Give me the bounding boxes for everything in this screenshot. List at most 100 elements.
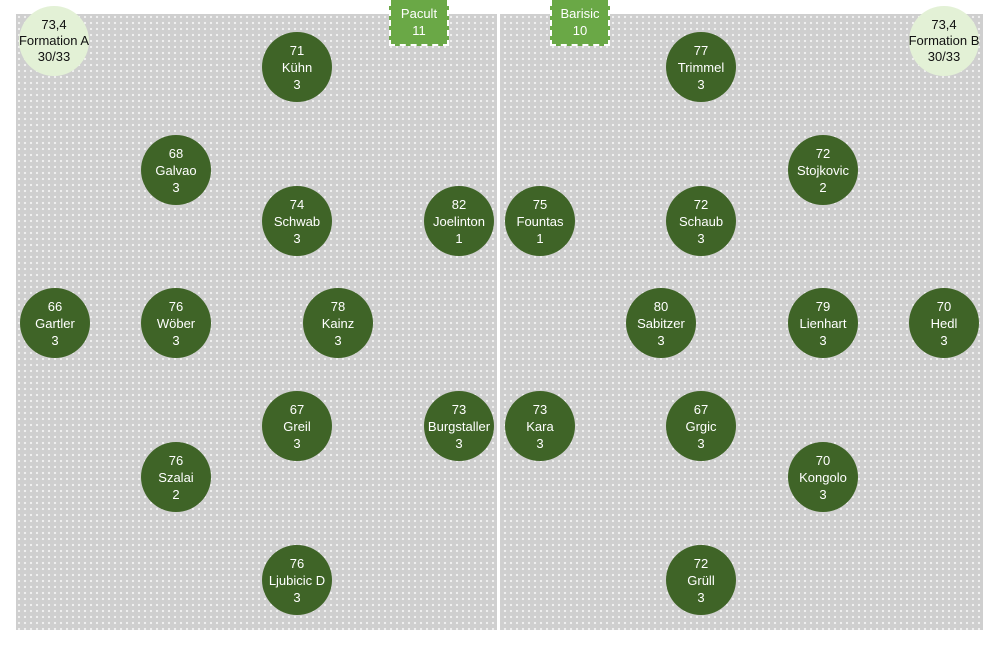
- player-name: Fountas: [516, 213, 564, 229]
- player-name: Greil: [283, 418, 311, 434]
- team-a-name: Formation A: [18, 33, 90, 48]
- player-name: Sabitzer: [637, 315, 685, 331]
- player-rating: 71: [289, 42, 305, 58]
- goalkeeper-number: 11: [412, 23, 426, 38]
- player-token[interactable]: 76 Ljubicic D 3: [262, 545, 332, 615]
- player-token[interactable]: 68 Galvao 3: [141, 135, 211, 205]
- player-name: Ljubicic D: [268, 572, 326, 588]
- goalkeeper-number: 10: [572, 23, 588, 38]
- player-token[interactable]: 74 Schwab 3: [262, 186, 332, 256]
- player-name: Joelinton: [432, 213, 486, 229]
- halfway-line: [497, 14, 500, 630]
- player-rating: 75: [532, 196, 548, 212]
- player-token[interactable]: 70 Kongolo 3: [788, 442, 858, 512]
- player-name: Schaub: [678, 213, 724, 229]
- player-token[interactable]: 72 Stojkovic 2: [788, 135, 858, 205]
- team-a-goalkeeper-box[interactable]: Pacult 11: [389, 0, 449, 46]
- player-rating: 72: [693, 555, 709, 571]
- player-name: Grgic: [685, 418, 717, 434]
- player-token[interactable]: 73 Kara 3: [505, 391, 575, 461]
- player-tag: 3: [293, 435, 301, 451]
- player-name: Hedl: [930, 315, 958, 331]
- player-token[interactable]: 75 Fountas 1: [505, 186, 575, 256]
- player-rating: 73: [451, 401, 467, 417]
- player-rating: 78: [330, 298, 346, 314]
- player-tag: 3: [819, 332, 827, 348]
- player-name: Szalai: [158, 469, 194, 485]
- player-rating: 76: [168, 452, 184, 468]
- player-name: Burgstaller: [427, 418, 491, 434]
- player-name: Kainz: [321, 315, 355, 331]
- player-name: Kongolo: [799, 469, 847, 485]
- player-tag: 3: [334, 332, 342, 348]
- player-name: Kara: [526, 418, 554, 434]
- player-tag: 3: [697, 76, 705, 92]
- player-token[interactable]: 67 Greil 3: [262, 391, 332, 461]
- player-rating: 82: [451, 196, 467, 212]
- player-token[interactable]: 76 Wöber 3: [141, 288, 211, 358]
- team-a-count: 30/33: [37, 49, 71, 64]
- team-b-count: 30/33: [927, 49, 961, 64]
- goalkeeper-name: Barisic: [560, 6, 600, 21]
- player-rating: 66: [47, 298, 63, 314]
- player-tag: 2: [819, 179, 827, 195]
- player-token[interactable]: 66 Gartler 3: [20, 288, 90, 358]
- player-tag: 3: [657, 332, 665, 348]
- player-rating: 80: [653, 298, 669, 314]
- player-token[interactable]: 72 Grüll 3: [666, 545, 736, 615]
- player-token[interactable]: 72 Schaub 3: [666, 186, 736, 256]
- player-tag: 3: [172, 332, 180, 348]
- player-token[interactable]: 73 Burgstaller 3: [424, 391, 494, 461]
- player-tag: 3: [455, 435, 463, 451]
- player-tag: 1: [536, 230, 544, 246]
- player-token[interactable]: 80 Sabitzer 3: [626, 288, 696, 358]
- player-token[interactable]: 70 Hedl 3: [909, 288, 979, 358]
- team-a-summary: 73,4 Formation A 30/33: [19, 6, 89, 76]
- player-token[interactable]: 78 Kainz 3: [303, 288, 373, 358]
- player-name: Grüll: [687, 572, 715, 588]
- player-name: Galvao: [155, 162, 197, 178]
- player-name: Gartler: [35, 315, 75, 331]
- player-tag: 3: [293, 589, 301, 605]
- player-token[interactable]: 67 Grgic 3: [666, 391, 736, 461]
- player-rating: 74: [289, 196, 305, 212]
- player-name: Schwab: [273, 213, 321, 229]
- player-tag: 3: [293, 230, 301, 246]
- player-tag: 3: [819, 486, 827, 502]
- player-tag: 1: [455, 230, 463, 246]
- player-rating: 70: [815, 452, 831, 468]
- player-rating: 76: [168, 298, 184, 314]
- goalkeeper-name: Pacult: [400, 6, 438, 21]
- player-name: Trimmel: [677, 59, 725, 75]
- player-tag: 3: [536, 435, 544, 451]
- player-name: Kühn: [281, 59, 313, 75]
- player-token[interactable]: 71 Kühn 3: [262, 32, 332, 102]
- player-rating: 67: [693, 401, 709, 417]
- team-b-average: 73,4: [931, 17, 957, 32]
- player-rating: 76: [289, 555, 305, 571]
- player-rating: 67: [289, 401, 305, 417]
- team-b-name: Formation B: [908, 33, 980, 48]
- player-rating: 79: [815, 298, 831, 314]
- player-name: Lienhart: [799, 315, 847, 331]
- player-token[interactable]: 82 Joelinton 1: [424, 186, 494, 256]
- team-a-average: 73,4: [41, 17, 67, 32]
- team-b-goalkeeper-box[interactable]: Barisic 10: [550, 0, 610, 46]
- player-rating: 72: [815, 145, 831, 161]
- player-rating: 77: [693, 42, 709, 58]
- player-name: Wöber: [156, 315, 196, 331]
- player-token[interactable]: 79 Lienhart 3: [788, 288, 858, 358]
- player-tag: 3: [697, 435, 705, 451]
- player-token[interactable]: 76 Szalai 2: [141, 442, 211, 512]
- player-token[interactable]: 77 Trimmel 3: [666, 32, 736, 102]
- player-tag: 3: [293, 76, 301, 92]
- player-tag: 3: [172, 179, 180, 195]
- player-tag: 2: [172, 486, 180, 502]
- player-rating: 68: [168, 145, 184, 161]
- player-rating: 70: [936, 298, 952, 314]
- player-rating: 72: [693, 196, 709, 212]
- player-tag: 3: [697, 230, 705, 246]
- player-name: Stojkovic: [796, 162, 850, 178]
- team-b-summary: 73,4 Formation B 30/33: [909, 6, 979, 76]
- player-tag: 3: [51, 332, 59, 348]
